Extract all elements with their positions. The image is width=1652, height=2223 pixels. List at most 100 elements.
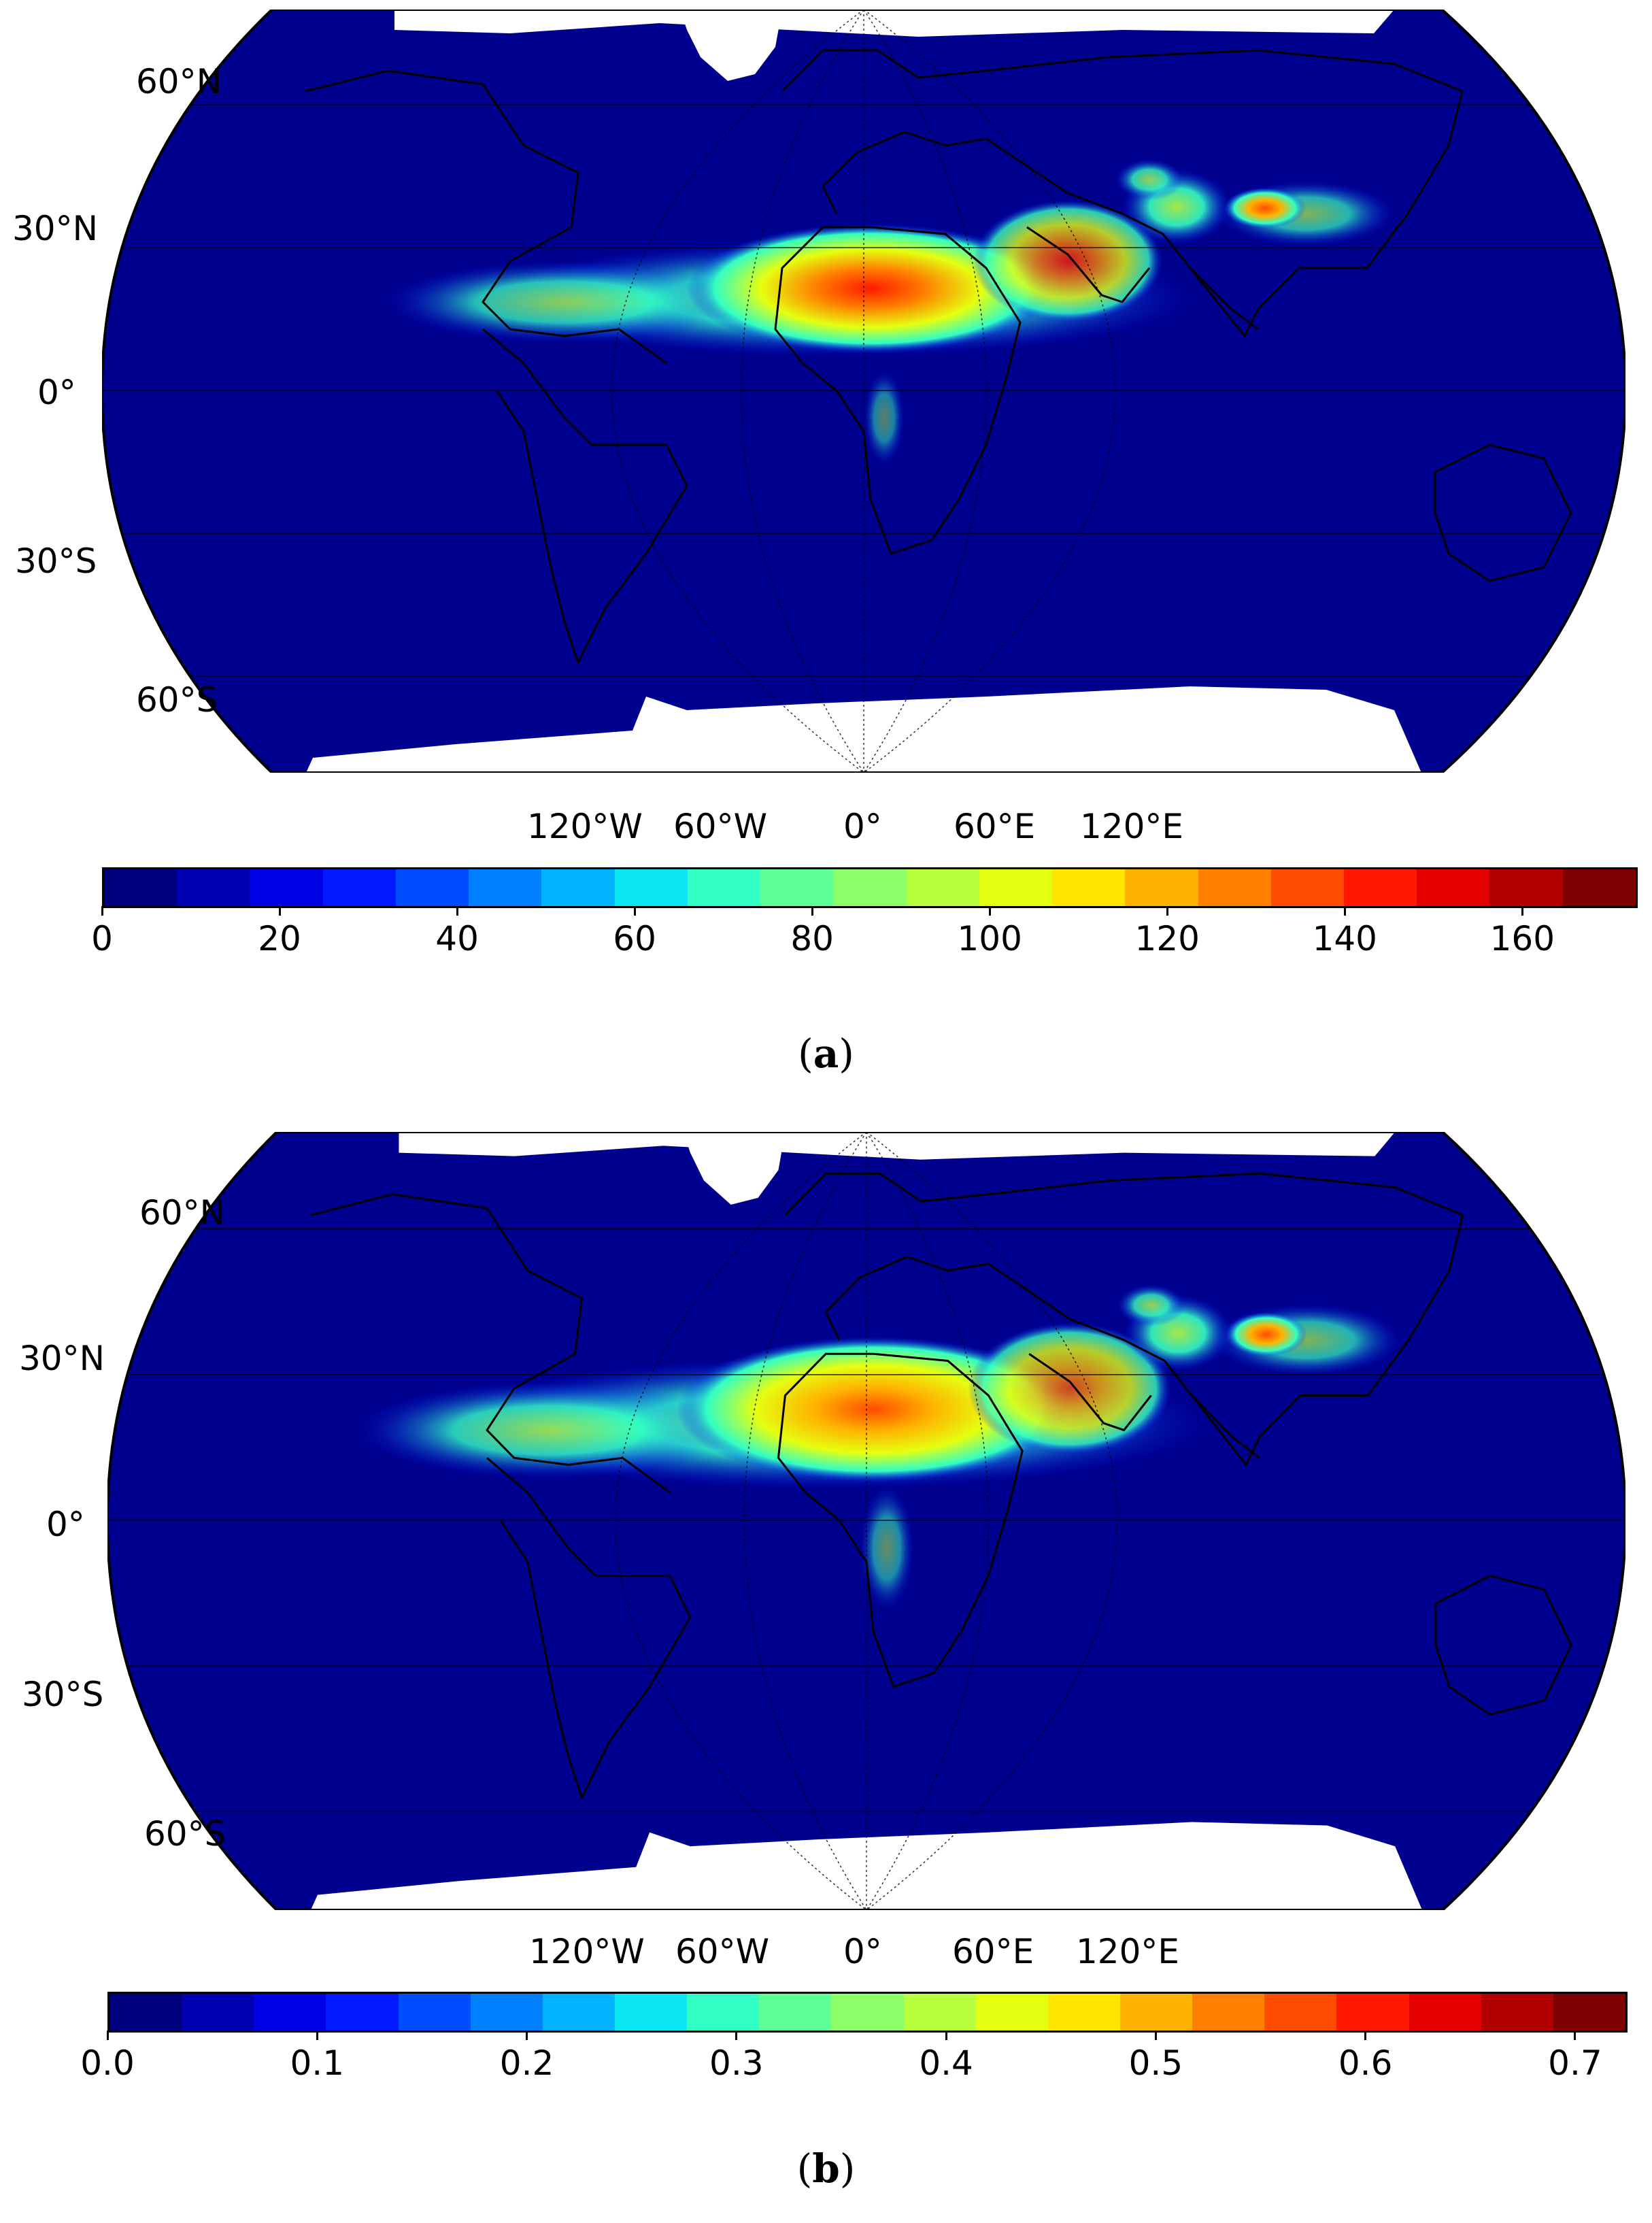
colorbar-tick-label: 140 (1312, 919, 1377, 958)
colorbar-cell (1052, 869, 1126, 906)
colorbar-tick-mark (811, 906, 813, 916)
colorbar-cell (1270, 869, 1344, 906)
colorbar-cell (687, 1994, 760, 2030)
colorbar-cell (1489, 869, 1563, 906)
colorbar-cell (903, 1994, 976, 2030)
colorbar-tick-mark (106, 2030, 109, 2040)
colorbar-tick-label: 20 (258, 919, 301, 958)
world-map-b (107, 1132, 1625, 1910)
colorbar-cell (398, 1994, 471, 2030)
colorbar-tick-mark (1154, 2030, 1157, 2040)
colorbar-tick-label: 0.1 (290, 2043, 345, 2083)
colorbar-tick-label: 160 (1489, 919, 1555, 958)
colorbar-cell (1192, 1994, 1265, 2030)
colorbar-tick-label: 0 (91, 919, 113, 958)
lat-label-60s: 60°S (136, 680, 218, 720)
colorbar-tick-label: 0.6 (1338, 2043, 1393, 2083)
colorbar-cell (1119, 1994, 1193, 2030)
colorbar-cell (1409, 1994, 1481, 2030)
lon-label-60e: 60°E (954, 807, 1036, 846)
colorbar-tick-label: 40 (435, 919, 479, 958)
colorbar-tick-label: 60 (613, 919, 656, 958)
lat-label-30n: 30°N (19, 1339, 105, 1378)
lat-label-30s: 30°S (22, 1675, 104, 1714)
colorbar-cell (395, 869, 469, 906)
colorbar-tick-mark (1364, 2030, 1367, 2040)
lon-label-120w: 120°W (529, 1932, 645, 1971)
colorbar-tick-label: 120 (1134, 919, 1200, 958)
panel-a: 60°N 30°N 0° 30°S 60°S 120°W 60°W 0° 60°… (12, 10, 1638, 1077)
colorbar-tick-mark (1521, 906, 1523, 916)
colorbar-cell (975, 1994, 1048, 2030)
lat-label-0: 0° (37, 373, 76, 412)
colorbar-tick-mark (1574, 2030, 1577, 2040)
lat-label-30n: 30°N (12, 209, 99, 248)
colorbar-tick-mark (526, 2030, 528, 2040)
lat-label-60n: 60°N (139, 1193, 226, 1233)
colorbar-tick-mark (456, 906, 458, 916)
colorbar-cell (831, 1994, 904, 2030)
colorbar-cell (250, 869, 323, 906)
colorbar-cell (614, 869, 688, 906)
colorbar-tick-label: 0.4 (919, 2043, 973, 2083)
colorbar-cell (470, 1994, 543, 2030)
colorbar-tick-mark (945, 2030, 947, 2040)
colorbar-a (102, 867, 1638, 908)
colorbar-tick-mark (633, 906, 636, 916)
lon-label-120e: 120°E (1076, 1932, 1180, 1971)
colorbar-cell (542, 1994, 615, 2030)
colorbar-cell (687, 869, 761, 906)
colorbar-cell (254, 1994, 326, 2030)
colorbar-tick-mark (1343, 906, 1346, 916)
colorbar-tick-label: 0.7 (1548, 2043, 1602, 2083)
colorbar-cell (541, 869, 615, 906)
world-map-a (102, 10, 1625, 773)
colorbar-cell (759, 1994, 832, 2030)
colorbar-cell (1417, 869, 1490, 906)
colorbar-tick-mark (316, 2030, 318, 2040)
colorbar-tick-label: 0.5 (1128, 2043, 1183, 2083)
colorbar-cell (1553, 1994, 1625, 2030)
caption-b: (b) (796, 2145, 856, 2192)
colorbar-tick-label: 0.2 (499, 2043, 554, 2083)
lon-label-60e: 60°E (952, 1932, 1034, 1971)
colorbar-tick-mark (735, 2030, 738, 2040)
lat-label-60n: 60°N (136, 62, 222, 101)
caption-a: (a) (798, 1031, 854, 1077)
colorbar-cell (833, 869, 907, 906)
lon-label-0: 0° (843, 1932, 882, 1971)
lat-label-30s: 30°S (15, 541, 97, 581)
colorbar-cell (177, 869, 250, 906)
lon-label-60w: 60°W (673, 807, 768, 846)
colorbar-cell (1125, 869, 1198, 906)
colorbar-cell (614, 1994, 688, 2030)
colorbar-cell (326, 1994, 399, 2030)
colorbar-tick-mark (1166, 906, 1168, 916)
lat-label-0: 0° (46, 1505, 85, 1544)
panel-b: 60°N 30°N 0° 30°S 60°S 120°W 60°W 0° 60°… (0, 1112, 1652, 2223)
lon-label-120w: 120°W (527, 807, 643, 846)
colorbar-tick-label: 100 (957, 919, 1022, 958)
lon-label-60w: 60°W (675, 1932, 770, 1971)
colorbar-tick-mark (101, 906, 103, 916)
colorbar-cell (760, 869, 834, 906)
colorbar-tick-mark (988, 906, 991, 916)
colorbar-cell (469, 869, 542, 906)
colorbar-cell (1264, 1994, 1337, 2030)
colorbar-tick-mark (278, 906, 281, 916)
colorbar-b (107, 1992, 1628, 2033)
colorbar-tick-label: 0.0 (80, 2043, 135, 2083)
colorbar-cell (1343, 869, 1417, 906)
colorbar-cell (1336, 1994, 1409, 2030)
colorbar-cell (1198, 869, 1271, 906)
lon-label-120e: 120°E (1080, 807, 1184, 846)
colorbar-cell (322, 869, 396, 906)
colorbar-tick-label: 0.3 (709, 2043, 764, 2083)
colorbar-cell (182, 1994, 254, 2030)
colorbar-cell (906, 869, 979, 906)
colorbar-cell (1047, 1994, 1120, 2030)
colorbar-cell (1481, 1994, 1553, 2030)
colorbar-tick-label: 80 (790, 919, 834, 958)
colorbar-cell (979, 869, 1053, 906)
lon-label-0: 0° (843, 807, 882, 846)
